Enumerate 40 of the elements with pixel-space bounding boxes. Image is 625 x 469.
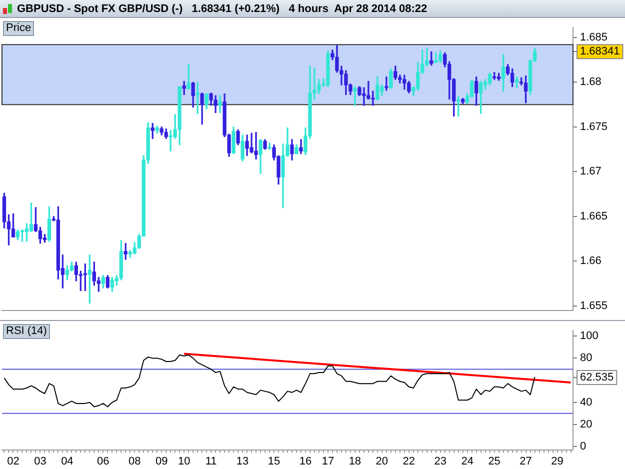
x-tick-label: 16 bbox=[299, 455, 312, 468]
chart-title: GBPUSD - Spot FX GBP/USD (-) 1.68341 (+0.21%) 4 hours Apr 28 2014 08:22 bbox=[17, 2, 428, 14]
x-tick-label: 10 bbox=[178, 455, 190, 468]
x-tick-label: 27 bbox=[520, 455, 532, 468]
x-tick-label: 04 bbox=[61, 455, 74, 468]
x-tick-label: 02 bbox=[7, 455, 20, 468]
y-tick-label: 1.665 bbox=[580, 210, 608, 222]
y-tick-label: 1.68341 bbox=[580, 46, 620, 58]
y-tick-label: 1.685 bbox=[580, 31, 608, 44]
y-tick-label: 1.675 bbox=[580, 120, 608, 133]
x-tick-label: 18 bbox=[348, 455, 362, 468]
y-tick-label: 1.67 bbox=[580, 166, 602, 178]
y-tick-label: 80 bbox=[580, 352, 592, 364]
chart-title: RSI (14) bbox=[3, 324, 50, 339]
y-tick-label: 1.68 bbox=[580, 76, 602, 88]
x-tick-label: 23 bbox=[434, 455, 446, 468]
x-tick-label: 15 bbox=[268, 455, 280, 468]
x-tick-label: 08 bbox=[128, 455, 141, 468]
x-tick-label: 22 bbox=[402, 455, 416, 468]
x-tick-label: 29 bbox=[551, 455, 564, 468]
y-tick-label: 20 bbox=[580, 418, 592, 430]
x-tick-label: 17 bbox=[322, 455, 334, 468]
x-tick-label: 25 bbox=[488, 455, 500, 468]
x-tick-label: 11 bbox=[205, 455, 217, 468]
x-tick-label: 13 bbox=[236, 455, 249, 468]
x-tick-label: 06 bbox=[97, 455, 110, 468]
candlestick bbox=[268, 142, 272, 150]
y-tick-label: 0 bbox=[580, 440, 586, 453]
y-tick-label: 62.535 bbox=[580, 372, 614, 384]
candlestick bbox=[196, 82, 200, 114]
y-tick-label: 100 bbox=[580, 330, 598, 342]
x-tick-label: 03 bbox=[34, 455, 46, 468]
y-tick-label: 1.655 bbox=[580, 300, 608, 312]
candlestick bbox=[353, 86, 357, 106]
x-tick-label: 24 bbox=[461, 455, 474, 468]
y-tick-label: 1.66 bbox=[580, 255, 602, 268]
x-tick-label: 20 bbox=[376, 455, 388, 468]
chart-subtitle: Price bbox=[3, 21, 34, 36]
y-tick-label: 40 bbox=[580, 396, 592, 408]
x-tick-label: 09 bbox=[155, 455, 168, 468]
